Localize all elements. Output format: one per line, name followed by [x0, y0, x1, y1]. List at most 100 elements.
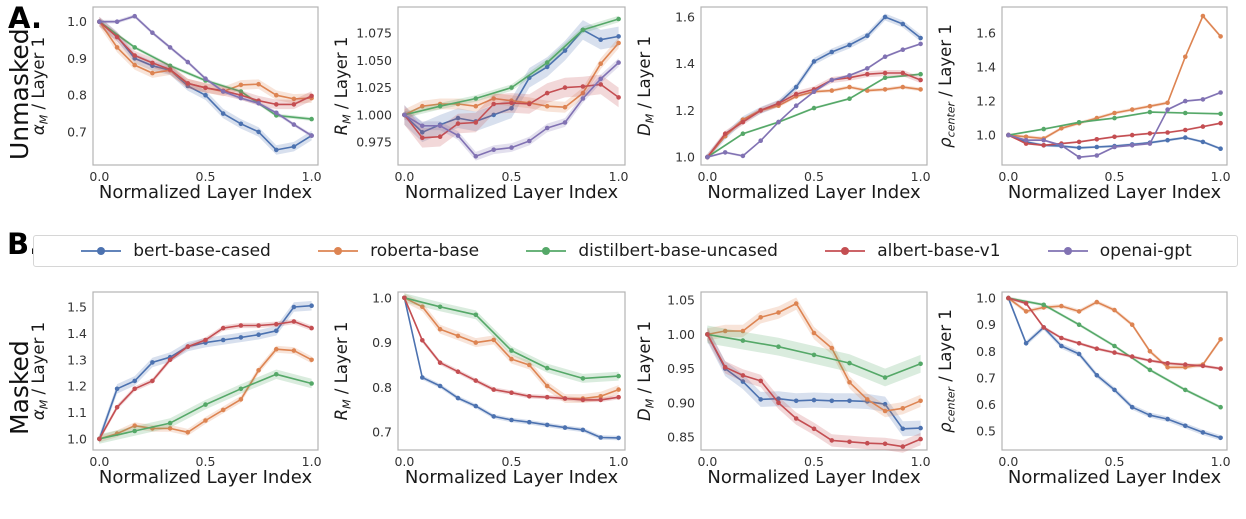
legend-entry-bert-base-cased: bert-base-cased: [79, 241, 271, 261]
svg-text:1.0: 1.0: [372, 290, 392, 305]
svg-text:Normalized Layer Index: Normalized Layer Index: [99, 182, 313, 200]
chart-unmasked-d-m: 1.0 1.2 1.4 1.6 0.0 0.5 1.0 Normalized Layer In…: [635, 0, 932, 204]
svg-text:Normalized Layer Index: Normalized Layer Index: [405, 182, 619, 200]
chart-unmasked-alpha-m: 0.7 0.8 0.9 1.0 0.0 0.5 1.0 Normalized Layer In…: [29, 0, 325, 204]
svg-text:1.2: 1.2: [67, 379, 87, 394]
svg-text:1.0: 1.0: [609, 454, 629, 469]
svg-text:1.6: 1.6: [976, 26, 996, 41]
svg-text:0.0: 0.0: [394, 454, 414, 469]
svg-text:ρcenter / Layer 1: ρcenter / Layer 1: [937, 309, 958, 433]
svg-text:0.95: 0.95: [667, 361, 695, 376]
svg-text:0.5: 0.5: [196, 454, 216, 469]
svg-text:Normalized Layer Index: Normalized Layer Index: [1008, 182, 1222, 200]
legend-entry-distilbert-base-uncased: distilbert-base-uncased: [524, 241, 778, 261]
legend-entry-albert-base-v1: albert-base-v1: [823, 241, 1001, 261]
legend-line-marker-icon: [825, 247, 866, 255]
svg-text:Normalized Layer Index: Normalized Layer Index: [1008, 467, 1222, 488]
legend: bert-base-cased roberta-base distilbert-ba…: [33, 235, 1238, 267]
svg-text:0.5: 0.5: [196, 169, 216, 184]
svg-text:0.8: 0.8: [67, 88, 87, 103]
svg-text:0.0: 0.0: [89, 454, 109, 469]
svg-text:0.5: 0.5: [1105, 454, 1125, 469]
svg-text:Normalized Layer Index: Normalized Layer Index: [99, 467, 313, 488]
svg-text:1.6: 1.6: [675, 10, 695, 25]
panel-a-label: A.: [8, 1, 42, 35]
svg-text:αM / Layer 1: αM / Layer 1: [30, 322, 51, 420]
svg-text:0.7: 0.7: [67, 124, 87, 139]
legend-line-marker-icon: [81, 247, 122, 255]
svg-text:DM / Layer 1: DM / Layer 1: [636, 36, 657, 136]
svg-text:αM / Layer 1: αM / Layer 1: [30, 37, 51, 135]
svg-text:1.0: 1.0: [911, 454, 931, 469]
svg-text:1.00: 1.00: [667, 327, 695, 342]
svg-text:0.9: 0.9: [372, 335, 392, 350]
svg-text:1.5: 1.5: [67, 300, 87, 315]
svg-text:1.0: 1.0: [67, 431, 87, 446]
chart-unmasked-r-m: 0.975 1.000 1.025 1.050 1.075 0.0 0.5 1.0 Normal…: [332, 0, 630, 204]
svg-text:0.5: 0.5: [502, 454, 522, 469]
svg-text:0.0: 0.0: [998, 454, 1018, 469]
svg-text:1.000: 1.000: [356, 107, 392, 122]
svg-text:ρcenter / Layer 1: ρcenter / Layer 1: [937, 24, 958, 148]
svg-text:1.075: 1.075: [356, 26, 392, 41]
legend-entry-label: openai-gpt: [1099, 241, 1192, 261]
legend-entry-label: distilbert-base-uncased: [578, 241, 778, 261]
svg-text:Normalized Layer Index: Normalized Layer Index: [405, 467, 619, 488]
legend-line-marker-icon: [318, 247, 359, 255]
svg-text:1.0: 1.0: [302, 454, 322, 469]
svg-text:1.0: 1.0: [609, 169, 629, 184]
svg-text:0.7: 0.7: [372, 425, 392, 440]
svg-text:1.0: 1.0: [976, 128, 996, 143]
chart-masked-alpha-m: 1.0 1.1 1.2 1.3 1.4 1.5 0.0 0.5 1.0 Normalized La…: [29, 285, 325, 504]
svg-text:0.90: 0.90: [667, 395, 695, 410]
svg-text:1.2: 1.2: [675, 103, 695, 118]
svg-text:1.0: 1.0: [67, 14, 87, 29]
legend-entry-roberta-base: roberta-base: [316, 241, 479, 261]
svg-text:1.050: 1.050: [356, 53, 392, 68]
svg-text:1.0: 1.0: [302, 169, 322, 184]
svg-text:0.5: 0.5: [804, 169, 824, 184]
svg-text:0.8: 0.8: [372, 380, 392, 395]
svg-text:0.0: 0.0: [697, 169, 717, 184]
svg-text:1.0: 1.0: [675, 150, 695, 165]
chart-masked-rho-center: 0.5 0.6 0.7 0.8 0.9 1.0 0.0 0.5 1.0 Normalized La…: [936, 285, 1232, 504]
svg-text:1.0: 1.0: [1211, 454, 1231, 469]
svg-text:1.025: 1.025: [356, 80, 392, 95]
svg-text:1.05: 1.05: [667, 293, 695, 308]
svg-text:0.5: 0.5: [1105, 169, 1125, 184]
chart-masked-r-m: 0.7 0.8 0.9 1.0 0.0 0.5 1.0 Normalized Layer In…: [332, 285, 630, 504]
svg-text:0.0: 0.0: [697, 454, 717, 469]
svg-text:Normalized Layer Index: Normalized Layer Index: [707, 467, 921, 488]
svg-text:1.2: 1.2: [976, 94, 996, 109]
svg-text:0.8: 0.8: [976, 344, 996, 359]
legend-entry-label: roberta-base: [370, 241, 480, 261]
svg-text:1.4: 1.4: [67, 326, 87, 341]
svg-text:1.1: 1.1: [67, 405, 87, 420]
svg-text:1.4: 1.4: [976, 60, 996, 75]
svg-text:Normalized Layer Index: Normalized Layer Index: [707, 182, 921, 200]
legend-entry-label: albert-base-v1: [877, 241, 1001, 261]
legend-entry-openai-gpt: openai-gpt: [1046, 241, 1192, 261]
legend-line-marker-icon: [1047, 247, 1088, 255]
svg-text:0.5: 0.5: [804, 454, 824, 469]
svg-text:0.975: 0.975: [356, 135, 392, 150]
svg-text:0.0: 0.0: [394, 169, 414, 184]
svg-text:0.0: 0.0: [89, 169, 109, 184]
svg-text:1.0: 1.0: [911, 169, 931, 184]
svg-text:0.85: 0.85: [667, 430, 695, 445]
svg-text:RM / Layer 1: RM / Layer 1: [333, 37, 354, 136]
svg-text:DM / Layer 1: DM / Layer 1: [636, 321, 657, 421]
svg-text:1.3: 1.3: [67, 352, 87, 367]
legend-entry-label: bert-base-cased: [133, 241, 271, 261]
svg-text:0.6: 0.6: [976, 397, 996, 412]
svg-text:RM / Layer 1: RM / Layer 1: [333, 322, 354, 421]
legend-line-marker-icon: [526, 247, 567, 255]
svg-text:0.5: 0.5: [976, 424, 996, 439]
svg-text:1.4: 1.4: [675, 56, 695, 71]
svg-text:0.9: 0.9: [67, 51, 87, 66]
chart-unmasked-rho-center: 1.0 1.2 1.4 1.6 0.0 0.5 1.0 Normalized Layer In…: [936, 0, 1232, 204]
svg-text:1.0: 1.0: [976, 291, 996, 306]
svg-text:0.5: 0.5: [502, 169, 522, 184]
chart-masked-d-m: 0.85 0.90 0.95 1.00 1.05 0.0 0.5 1.0 Normalized …: [635, 285, 932, 504]
